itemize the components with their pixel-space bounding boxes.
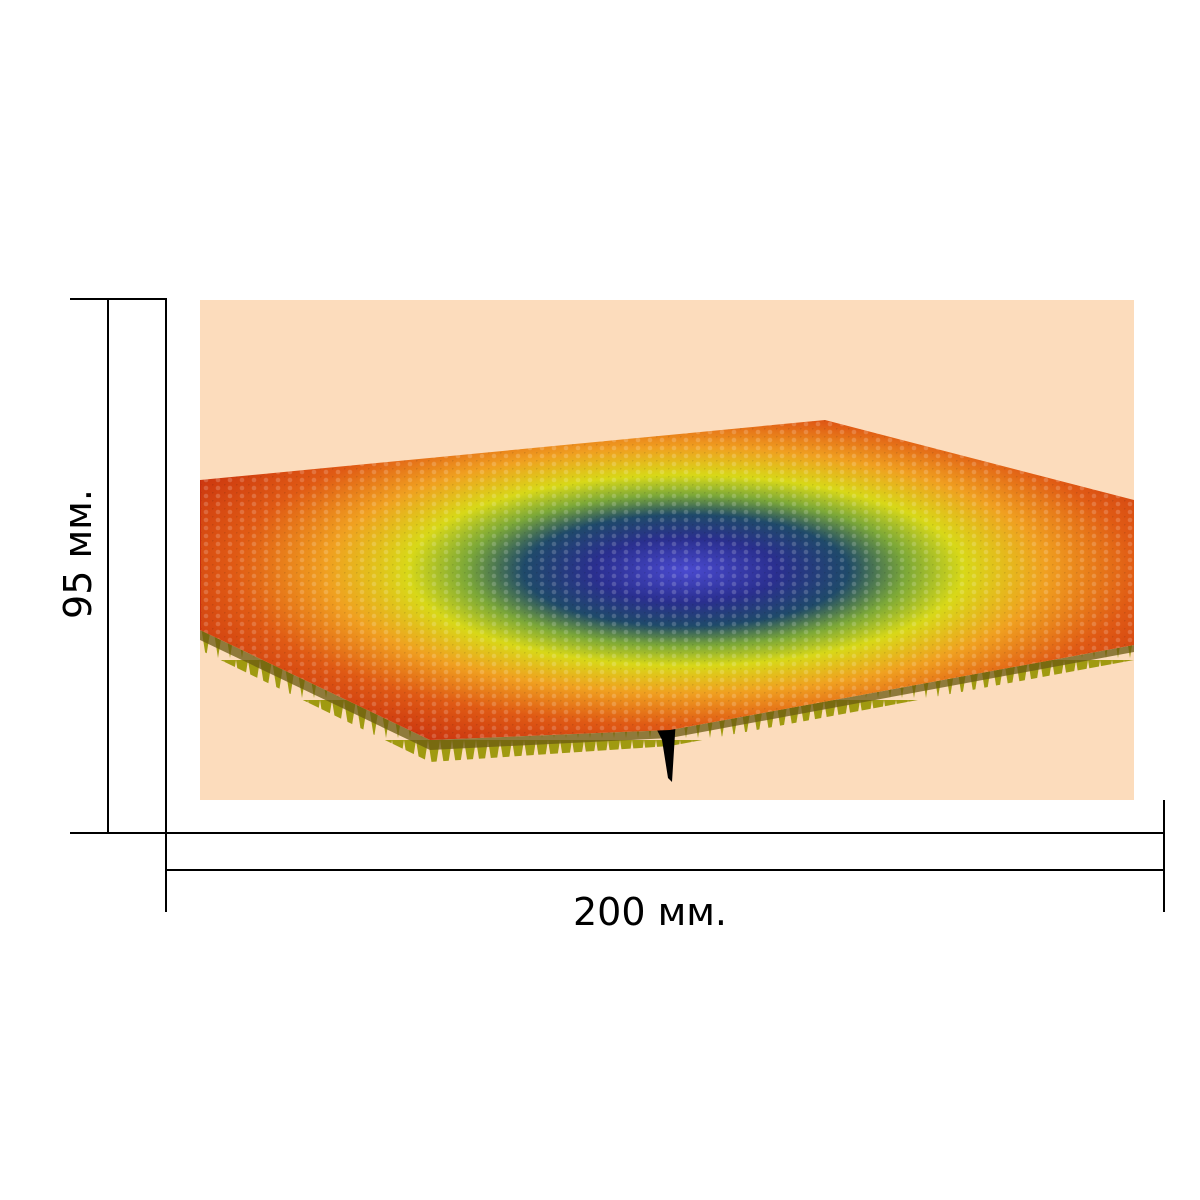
- width-dimension-line: [165, 869, 1165, 871]
- height-bottom-tick: [70, 832, 167, 834]
- width-label: 200 мм.: [572, 890, 728, 934]
- width-left-tick: [165, 832, 167, 912]
- height-frame-line: [165, 298, 167, 834]
- width-right-tick: [1163, 800, 1165, 912]
- height-dimension-line: [107, 298, 109, 834]
- height-top-tick: [70, 298, 167, 300]
- height-label: 95 мм.: [56, 489, 100, 619]
- surface-texture: [200, 420, 1134, 740]
- width-top-frame-line: [165, 832, 1165, 834]
- print-artwork: [200, 300, 1134, 800]
